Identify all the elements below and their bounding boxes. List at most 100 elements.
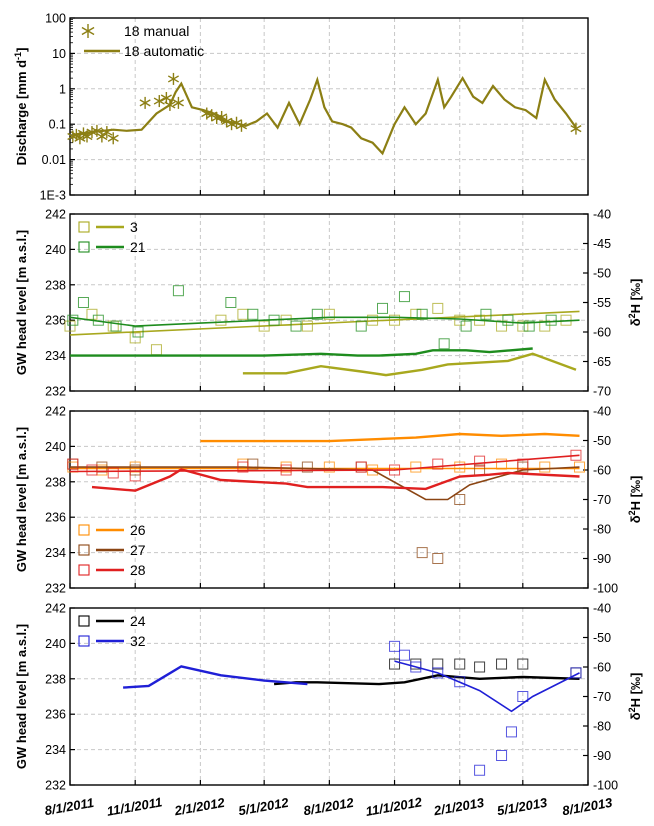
isotope-sample-marker <box>290 320 302 332</box>
isotope-sample-marker <box>389 314 401 326</box>
panel-gw-1: 232 234 236 238 240 242 -70 -65 -60 -55 -50 -45 -40 δ… <box>14 208 643 399</box>
isotope-sample-marker <box>86 464 98 476</box>
isotope-sample-marker <box>77 297 89 308</box>
legend-label: 32 <box>130 633 146 649</box>
y-tick-label: 240 <box>45 440 66 454</box>
y2-title-delta: δ <box>628 515 643 523</box>
isotope-sample-marker <box>480 308 492 320</box>
isotope-sample-marker <box>311 308 323 320</box>
isotope-sample-marker <box>454 658 466 670</box>
y2-tick-label: -90 <box>593 552 611 566</box>
isotope-sample-marker <box>389 464 401 476</box>
y-tick-label: 1 <box>59 82 66 96</box>
head-level-line <box>274 674 580 686</box>
isotope-sample-marker <box>64 320 76 332</box>
isotope-sample-marker <box>280 464 292 476</box>
isotope-sample-marker <box>454 494 466 505</box>
series-28 <box>67 449 582 492</box>
x-tick-label: 8/1/2011 <box>43 795 94 818</box>
isotope-sample-marker <box>496 658 508 670</box>
y-axis-title: GW head level [m a.s.l.] <box>14 624 29 769</box>
discharge-line <box>72 75 577 156</box>
isotope-sample-marker <box>460 320 472 332</box>
y2-tick-label: -40 <box>593 405 611 419</box>
series-32 <box>123 640 582 776</box>
isotope-sample-marker <box>355 461 367 473</box>
isotope-sample-marker <box>237 461 249 473</box>
y-tick-label: 242 <box>45 602 66 616</box>
x-tick-label: 5/1/2013 <box>496 795 549 819</box>
y-tick-label: 234 <box>45 349 66 363</box>
y2-title-sup: 2 <box>627 510 637 515</box>
isotope-sample-marker <box>389 658 401 670</box>
y2-tick-label: -60 <box>593 326 611 340</box>
legend-square-swatch <box>78 221 90 233</box>
series-21 <box>67 285 580 357</box>
isotope-sample-marker <box>517 658 529 670</box>
y-tick-label: 236 <box>45 708 66 722</box>
isotope-sample-marker <box>215 314 227 326</box>
isotope-sample-marker <box>517 320 529 332</box>
isotope-sample-marker <box>416 308 428 320</box>
isotope-sample-marker <box>129 464 141 476</box>
y2-tick-label: -50 <box>593 434 611 448</box>
y2-tick-label: -100 <box>593 779 618 793</box>
head-level-line <box>123 665 308 689</box>
y2-tick-label: -70 <box>593 385 611 399</box>
isotope-sample-marker <box>545 314 557 326</box>
isotope-sample-marker <box>496 458 508 470</box>
head-level-line <box>70 347 533 357</box>
y2-title-rest: H [‰] <box>628 673 643 708</box>
y2-axis-title: δ2H [‰] <box>627 476 643 524</box>
asterisk-stroke <box>139 99 151 107</box>
isotope-sample-marker <box>107 467 119 479</box>
y2-tick-label: -80 <box>593 523 611 537</box>
asterisk-stroke <box>74 134 86 142</box>
isotope-sample-marker <box>410 661 422 673</box>
y-tick-label: 242 <box>45 208 66 222</box>
isotope-sample-marker <box>67 458 79 470</box>
isotope-sample-marker <box>150 344 162 356</box>
y2-title-delta: δ <box>628 318 643 326</box>
asterisk-stroke <box>570 125 582 133</box>
x-tick-label: 2/1/2012 <box>172 795 226 819</box>
isotope-sample-marker <box>355 320 367 332</box>
series-18 automatic <box>72 75 577 156</box>
y-tick-label: 0.1 <box>49 118 66 132</box>
isotope-sample-marker <box>438 338 450 350</box>
y2-axis-title: δ2H [‰] <box>627 279 643 327</box>
asterisk-stroke <box>81 26 95 36</box>
y-tick-label: 1E-3 <box>40 189 66 203</box>
y2-tick-label: -40 <box>593 208 611 222</box>
isotope-trend-line <box>394 660 580 713</box>
isotope-sample-marker <box>258 320 270 332</box>
isotope-sample-marker <box>432 302 444 314</box>
isotope-sample-marker <box>502 314 514 326</box>
isotope-sample-marker <box>505 726 517 738</box>
isotope-sample-marker <box>523 320 535 332</box>
isotope-sample-marker <box>225 297 237 308</box>
y-tick-label: 0.01 <box>42 153 66 167</box>
isotope-sample-marker <box>129 332 141 344</box>
isotope-sample-marker <box>323 308 335 320</box>
legend-square-swatch <box>78 564 90 576</box>
legend-label: 3 <box>130 219 138 235</box>
isotope-sample-marker <box>496 750 508 761</box>
legend-square-swatch <box>78 524 90 536</box>
asterisk-marker <box>570 122 582 135</box>
isotope-sample-marker <box>247 308 259 320</box>
isotope-sample-marker <box>389 640 401 652</box>
y-tick-label: 238 <box>45 475 66 489</box>
asterisk-stroke <box>153 97 165 105</box>
isotope-sample-marker <box>268 314 280 326</box>
y-tick-label: 240 <box>45 637 66 651</box>
y-axis-title: Discharge [mm d-1] <box>13 48 29 166</box>
isotope-sample-marker <box>539 461 551 473</box>
y2-tick-label: -70 <box>593 690 611 704</box>
asterisk-marker <box>153 95 165 108</box>
asterisk-marker <box>81 24 95 38</box>
isotope-sample-marker <box>92 314 104 326</box>
y2-title-rest: H [‰] <box>628 476 643 511</box>
